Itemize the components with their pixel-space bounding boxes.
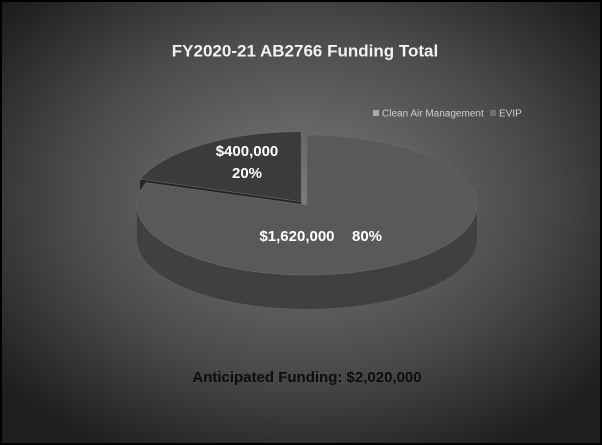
- annotation: Anticipated Funding: $2,020,000: [192, 369, 421, 386]
- legend-marker: [373, 110, 379, 116]
- percent-label: 20%: [232, 165, 262, 182]
- data-label: $1,620,000: [259, 228, 334, 245]
- pie-slice: [139, 131, 302, 202]
- percent-label: 80%: [352, 228, 382, 245]
- legend-marker: [490, 110, 496, 116]
- chart-title: FY2020-21 AB2766 Funding Total: [172, 41, 438, 60]
- data-label: $400,000: [216, 143, 279, 160]
- legend-label: EVIP: [499, 109, 522, 120]
- pie-slice: [136, 134, 478, 276]
- legend-label: Clean Air Management: [382, 109, 484, 120]
- pie-slice-side: [137, 205, 477, 309]
